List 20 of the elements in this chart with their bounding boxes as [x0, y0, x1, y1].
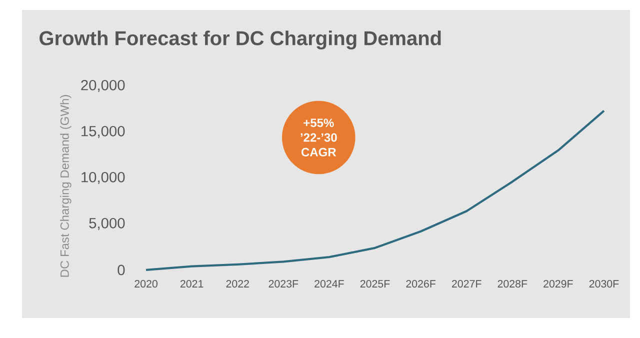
- chart-title: Growth Forecast for DC Charging Demand: [40, 30, 441, 50]
- x-tick-label: 2029F: [544, 280, 573, 288]
- annotation: +55% ’22-’30 CAGR: [300, 118, 337, 156]
- x-tick-label: 2020: [134, 280, 158, 288]
- x-tick-label: 2022: [226, 280, 249, 288]
- x-tick-label: 2030F: [589, 280, 619, 288]
- y-tick-label: 20,000: [81, 80, 125, 92]
- x-tick-label: 2026F: [406, 280, 436, 288]
- y-tick-label: 0: [118, 264, 125, 276]
- x-tick-label: 2021: [180, 280, 204, 288]
- x-tick-label: 2024F: [314, 280, 344, 288]
- y-axis-title: DC Fast Charging Demand (GWh): [60, 95, 72, 277]
- x-tick-label: 2025F: [360, 280, 390, 288]
- x-tick-label: 2023F: [268, 280, 298, 288]
- y-tick-label: 10,000: [82, 172, 125, 184]
- y-tick-label: 15,000: [82, 126, 125, 138]
- line-series: [144, 110, 606, 272]
- x-tick-label: 2027F: [452, 280, 482, 288]
- y-tick-label: 5,000: [89, 218, 125, 230]
- x-tick-label: 2028F: [498, 280, 528, 288]
